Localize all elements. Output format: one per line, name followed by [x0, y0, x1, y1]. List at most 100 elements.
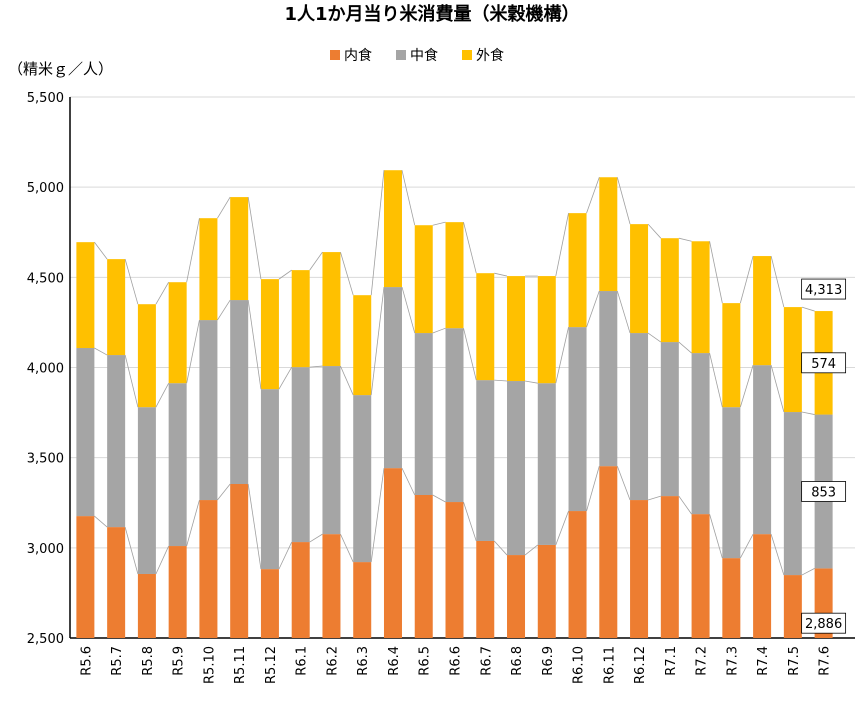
bar-segment — [291, 367, 310, 543]
x-tick-label: R6.6 — [449, 646, 464, 676]
x-tick-label: R7.6 — [818, 646, 833, 676]
connector-line — [340, 365, 354, 396]
bar-segment — [783, 307, 802, 413]
bar-segment — [537, 544, 556, 638]
x-tick-label: R5.6 — [79, 646, 94, 676]
x-tick-label: R5.8 — [141, 646, 156, 676]
connector-line — [739, 365, 754, 408]
connector-line — [555, 327, 569, 384]
connector-line — [155, 545, 170, 575]
legend-swatch — [396, 50, 406, 60]
bar-segment — [753, 534, 772, 638]
x-tick-label: R6.4 — [387, 646, 402, 676]
data-label-box — [801, 481, 847, 502]
bar-segment — [507, 276, 526, 382]
connector-line — [739, 533, 754, 559]
connector-line — [186, 319, 200, 384]
x-tick-label: R6.5 — [418, 646, 433, 676]
bar-segment — [414, 494, 433, 638]
bar-segment — [76, 242, 95, 349]
bar-segment — [753, 365, 772, 535]
bar-segment — [137, 573, 156, 638]
legend-label: 外食 — [476, 47, 504, 64]
y-tick-label: 3,000 — [27, 542, 64, 557]
x-tick-label: R5.7 — [110, 646, 125, 676]
bar-segment — [137, 407, 156, 574]
connector-line — [647, 495, 661, 501]
x-tick-label: R6.9 — [541, 646, 556, 676]
connector-line — [124, 354, 139, 408]
connector-line — [801, 568, 815, 576]
bar-segment — [230, 483, 249, 638]
bar-segment — [383, 170, 402, 288]
x-tick-label: R7.5 — [787, 646, 802, 676]
bar-segment — [783, 575, 802, 638]
bar-segment — [630, 333, 649, 501]
bar-segment — [260, 569, 279, 638]
connector-line — [370, 287, 385, 396]
x-tick-label: R6.2 — [325, 646, 340, 676]
connector-line — [370, 170, 385, 296]
connector-line — [616, 177, 631, 225]
connector-line — [709, 352, 723, 408]
bar-segment — [691, 241, 710, 354]
connector-line — [94, 515, 108, 528]
data-label-box — [801, 352, 847, 374]
connector-line — [678, 341, 692, 354]
connector-line — [555, 213, 569, 277]
bar-segment — [107, 259, 126, 356]
connector-line — [586, 290, 600, 328]
bar-segment — [291, 542, 310, 638]
bar-segment — [599, 291, 618, 467]
connector-line — [247, 483, 262, 570]
y-tick-label: 3,500 — [27, 452, 64, 467]
bar-segment — [722, 558, 741, 638]
x-tick-label: R6.7 — [479, 646, 494, 676]
connector-line — [124, 526, 139, 575]
connector-line — [555, 510, 569, 546]
data-label: 574 — [811, 357, 836, 372]
connector-line — [647, 223, 662, 239]
connector-line — [155, 282, 170, 305]
connector-line — [493, 540, 508, 556]
x-tick-label: R5.9 — [172, 646, 187, 676]
bar-segment — [568, 327, 587, 512]
bar-segment — [660, 238, 679, 343]
bar-segment — [445, 502, 464, 638]
connector-line — [124, 259, 139, 305]
bar-segment — [199, 320, 218, 501]
bar-segment — [260, 389, 279, 570]
connector-line — [401, 467, 416, 496]
bar-segment — [199, 218, 218, 321]
connector-line — [739, 255, 754, 304]
total-label-box — [801, 278, 847, 300]
bar-segment — [137, 304, 156, 408]
connector-line — [94, 347, 108, 356]
connector-line — [647, 332, 662, 343]
y-tick-label: 5,500 — [27, 91, 64, 106]
connector-line — [801, 411, 815, 415]
connector-line — [278, 269, 292, 280]
connector-line — [616, 290, 631, 334]
x-tick-label: R7.4 — [756, 646, 771, 676]
bar-segment — [230, 300, 249, 484]
bar-segment — [230, 197, 249, 301]
connector-line — [217, 483, 231, 501]
bar-segment — [414, 333, 433, 495]
bar-segment — [599, 177, 618, 292]
x-tick-label: R6.12 — [633, 646, 648, 684]
connector-line — [278, 366, 293, 390]
connector-line — [709, 241, 723, 304]
connector-line — [217, 299, 231, 321]
bar-segment — [537, 276, 556, 384]
data-label-box — [801, 612, 847, 634]
y-tick-label: 2,500 — [27, 632, 64, 647]
bar-segment — [76, 516, 95, 638]
connector-line — [770, 255, 785, 308]
bar-segment — [660, 342, 679, 497]
bar-segment — [568, 213, 587, 328]
bar-segment — [322, 534, 341, 638]
connector-line — [616, 466, 631, 501]
bar-segment — [322, 366, 341, 535]
